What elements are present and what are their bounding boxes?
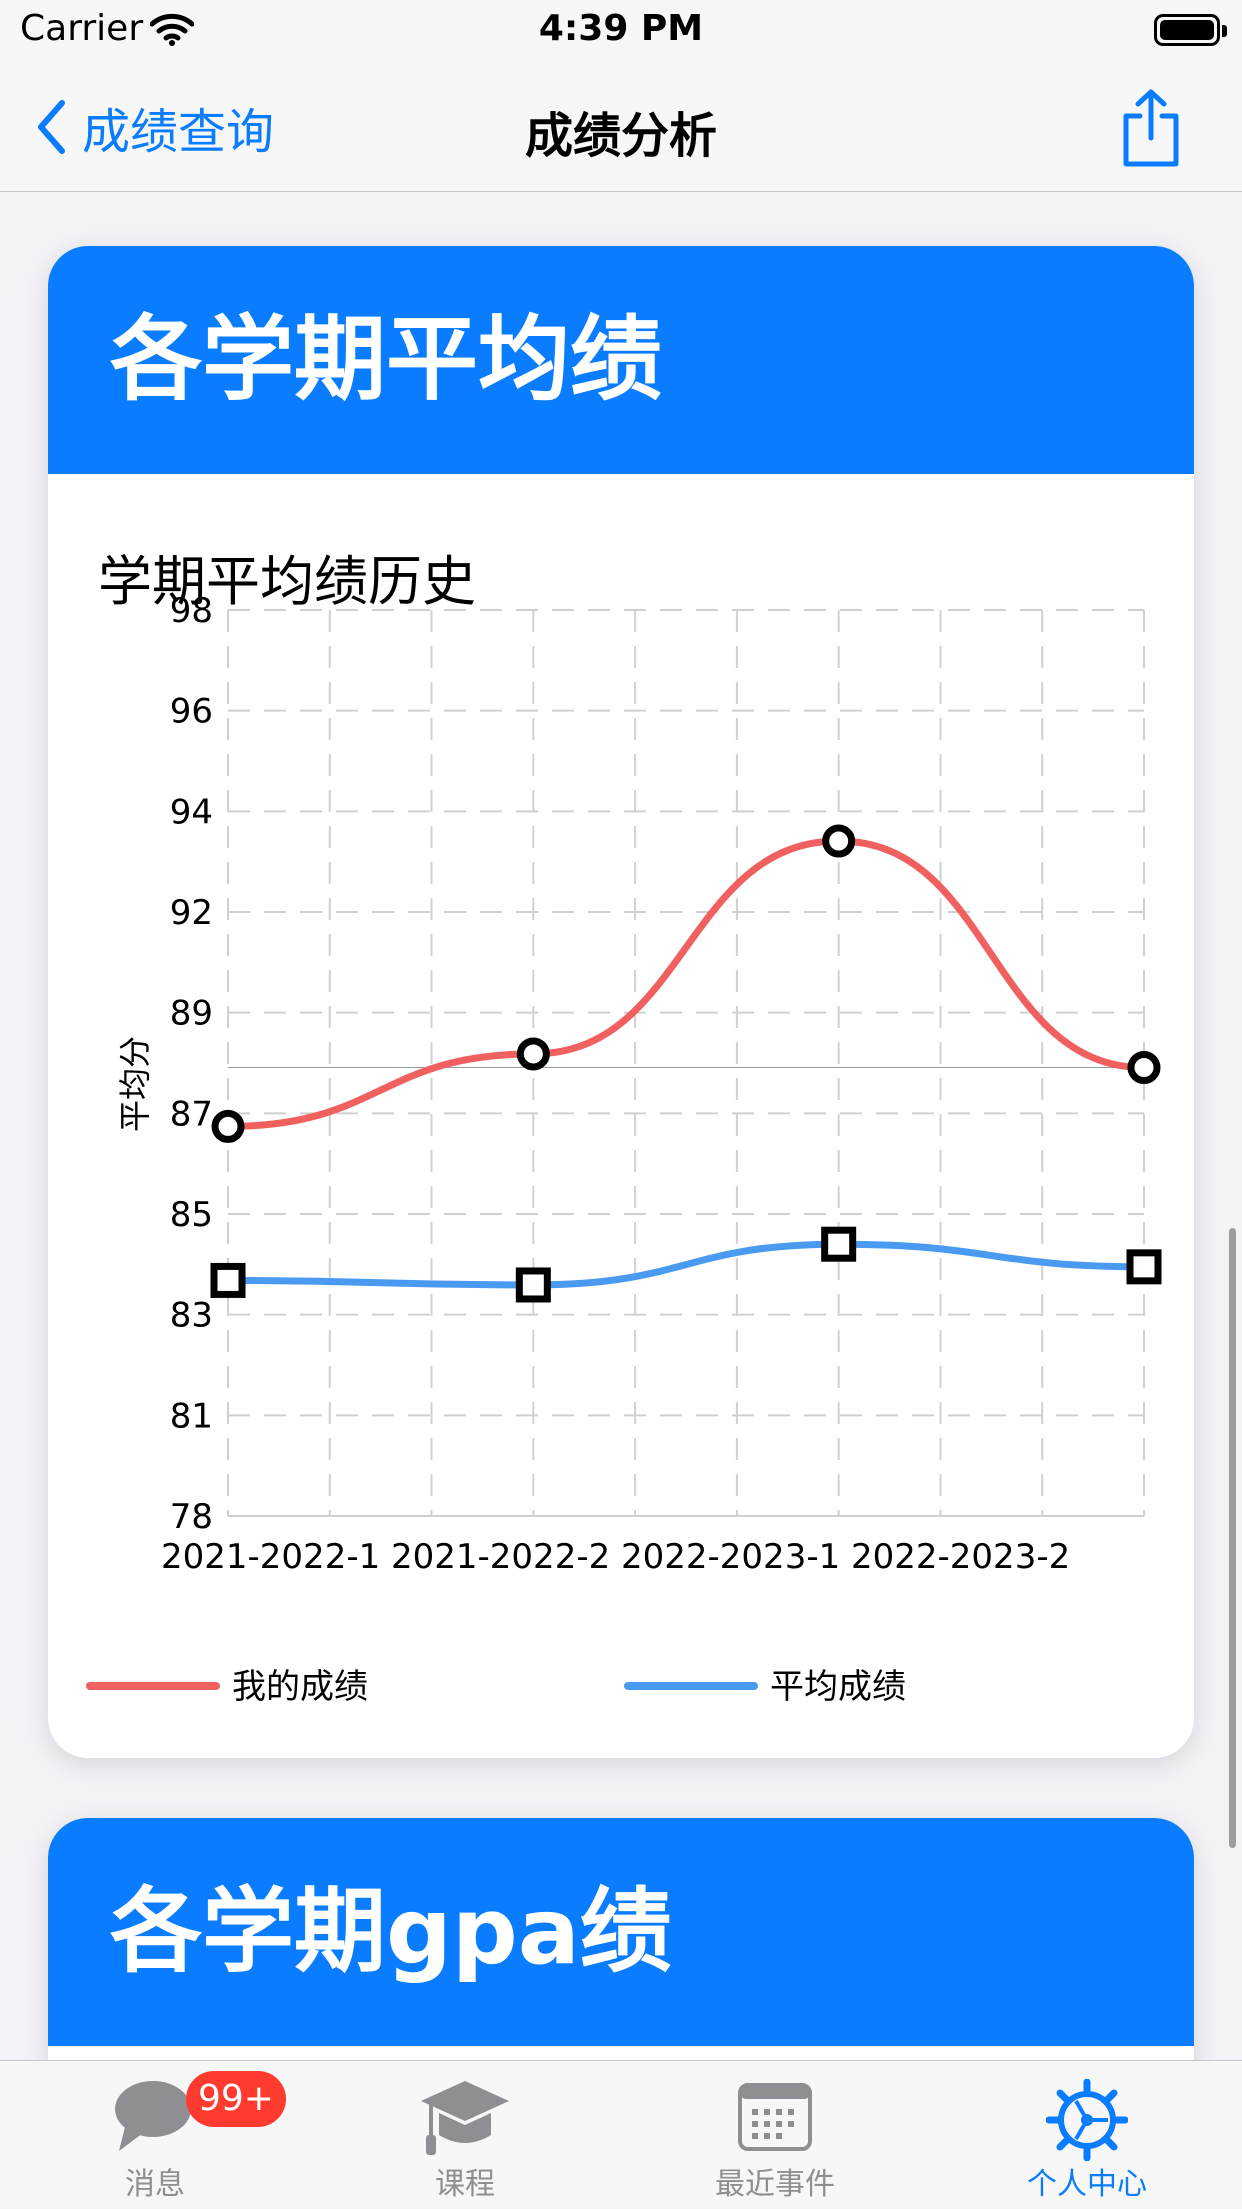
data-point-circle (516, 1037, 550, 1071)
navigation-bar: 成绩查询 成绩分析 (0, 62, 1242, 192)
data-point-square (1126, 1249, 1162, 1285)
clock: 4:39 PM (538, 8, 704, 49)
y-tick-label: 78 (170, 1497, 213, 1537)
y-tick-label: 87 (170, 1094, 213, 1134)
data-point-square (515, 1267, 551, 1303)
y-axis-label: 平均分 (116, 1036, 154, 1132)
legend-label-1: 我的成绩 (232, 1667, 368, 1707)
back-button-label: 成绩查询 (82, 104, 275, 160)
data-point-square (821, 1226, 857, 1262)
data-point-circle (1127, 1051, 1161, 1085)
scroll-content[interactable]: 各学期平均绩 学期平均绩历史 98 96 94 92 89 87 85 83 81 78 平均分 202… (0, 192, 1242, 2060)
average-score-card: 各学期平均绩 学期平均绩历史 98 96 94 92 89 87 85 83 81 78 平均分 202… (48, 246, 1194, 1758)
y-tick-label: 98 (170, 591, 213, 631)
chart-title: 学期平均绩历史 (98, 550, 476, 613)
settings-gear-icon (1046, 2079, 1128, 2161)
page-title: 成绩分析 (524, 108, 717, 164)
tab-profile[interactable]: 个人中心 (932, 2061, 1242, 2209)
tab-label-courses: 课程 (435, 2167, 495, 2202)
graduation-cap-icon (421, 2081, 509, 2155)
y-tick-label: 83 (170, 1296, 213, 1336)
card-header-average: 各学期平均绩 (48, 246, 1194, 474)
data-point-circle (822, 824, 856, 858)
tab-courses[interactable]: 课程 (310, 2061, 620, 2209)
status-bar: Carrier 4:39 PM (0, 0, 1242, 62)
unread-badge: 99+ (186, 2071, 286, 2127)
tab-events[interactable]: 最近事件 (620, 2061, 930, 2209)
tab-label-messages: 消息 (125, 2167, 185, 2202)
x-tick-label: 2021-2022-2 (391, 1537, 610, 1577)
x-tick-label: 2021-2022-1 (161, 1537, 380, 1577)
wifi-icon (150, 13, 194, 46)
share-icon[interactable] (1120, 88, 1182, 168)
chevron-left-icon (38, 100, 65, 154)
y-tick-label: 96 (170, 692, 213, 732)
tab-label-events: 最近事件 (715, 2167, 835, 2202)
card-header-gpa: 各学期gpa绩 (48, 1818, 1194, 2046)
data-point-square (210, 1262, 246, 1298)
legend-label-2: 平均成绩 (770, 1667, 906, 1707)
y-tick-label: 85 (170, 1195, 213, 1235)
y-tick-label: 81 (170, 1396, 213, 1436)
data-point-circle (211, 1109, 245, 1143)
y-tick-label: 89 (170, 994, 213, 1034)
tab-messages[interactable]: 99+ 消息 (0, 2061, 310, 2209)
back-button[interactable]: 成绩查询 (36, 92, 274, 162)
tab-bar: 99+ 消息 课程 最近事件 (0, 2060, 1242, 2208)
series-line-2 (224, 1240, 1148, 1289)
y-tick-label: 94 (170, 792, 213, 832)
series-line-1 (224, 837, 1148, 1130)
tab-label-profile: 个人中心 (1027, 2167, 1147, 2202)
x-tick-label: 2022-2023-1 (621, 1537, 840, 1577)
scroll-indicator (1229, 1228, 1236, 1848)
gpa-card: 各学期gpa绩 (48, 1818, 1194, 2060)
y-tick-label: 92 (170, 893, 213, 933)
battery-icon (1154, 14, 1227, 46)
x-tick-label: 2022-2023-2 (851, 1537, 1070, 1577)
chat-bubble-icon (115, 2081, 191, 2151)
calendar-icon (738, 2083, 812, 2151)
carrier-label: Carrier (20, 8, 144, 49)
